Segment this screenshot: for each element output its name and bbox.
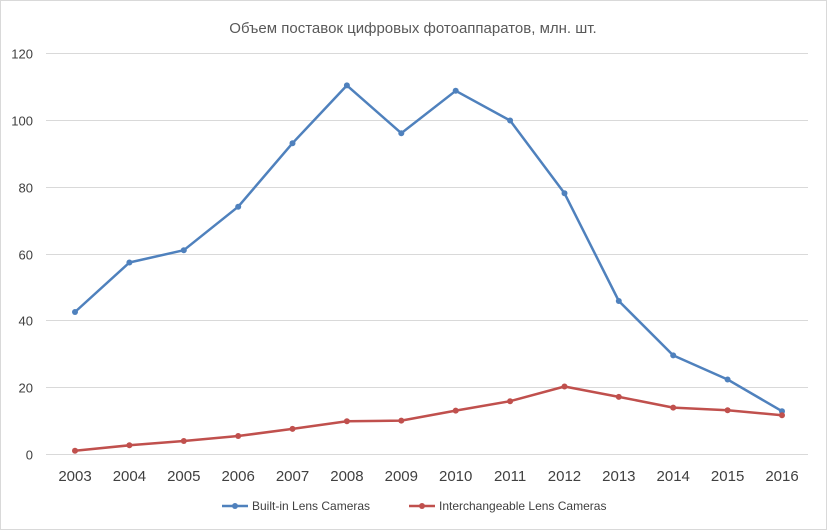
gridlines	[46, 53, 808, 455]
x-tick-label: 2005	[167, 468, 200, 485]
x-tick-label: 2014	[657, 468, 690, 485]
x-tick-label: 2013	[602, 468, 635, 485]
legend-marker	[419, 503, 425, 509]
data-point	[289, 140, 296, 147]
x-tick-label: 2006	[221, 468, 254, 485]
data-point	[126, 442, 133, 449]
legend-marker	[232, 503, 238, 509]
x-tick-label: 2010	[439, 468, 472, 485]
x-axis-ticks: 2003 2004 2005 2006 2007 2008 2009 2010 2011 2012…	[58, 468, 798, 485]
data-point	[289, 425, 296, 432]
data-point	[235, 433, 242, 439]
x-tick-label: 2012	[548, 468, 581, 485]
legend: Built-in Lens Cameras Interchangeable Len…	[222, 499, 606, 513]
data-point	[615, 298, 622, 304]
legend-label: Built-in Lens Cameras	[252, 499, 370, 513]
data-point	[724, 407, 731, 414]
series-1	[72, 82, 785, 415]
data-point	[724, 376, 731, 383]
series-line	[73, 385, 784, 452]
series-2	[72, 383, 785, 454]
data-point	[452, 87, 459, 94]
x-tick-label: 2009	[385, 468, 418, 485]
data-point	[180, 438, 187, 444]
x-tick-label: 2016	[765, 468, 798, 485]
data-point	[343, 418, 350, 425]
y-tick-label: 80	[19, 181, 33, 196]
data-point	[180, 247, 187, 254]
series-layer	[72, 82, 785, 454]
y-tick-label: 100	[11, 114, 33, 129]
y-tick-label: 60	[19, 248, 33, 263]
data-point	[670, 404, 677, 411]
x-tick-label: 2007	[276, 468, 309, 485]
data-point	[561, 383, 568, 390]
series-line	[73, 84, 784, 413]
chart-title: Объем поставок цифровых фотоаппаратов, м…	[229, 20, 596, 37]
y-tick-label: 120	[11, 47, 33, 62]
y-tick-label: 0	[26, 448, 33, 463]
y-tick-label: 40	[19, 314, 33, 329]
data-point	[507, 117, 514, 124]
x-tick-label: 2011	[494, 468, 526, 485]
data-point	[670, 352, 677, 359]
data-point	[72, 447, 78, 454]
y-axis-ticks: 0 20 40 60 80 100 120	[11, 47, 33, 463]
data-point	[72, 309, 78, 315]
x-tick-label: 2004	[113, 468, 146, 485]
legend-label: Interchangeable Lens Cameras	[439, 499, 606, 513]
data-point	[398, 417, 405, 424]
data-point	[235, 203, 242, 210]
data-point	[561, 190, 568, 197]
x-tick-label: 2015	[711, 468, 744, 485]
legend-item: Built-in Lens Cameras	[222, 499, 370, 513]
data-point	[398, 130, 405, 137]
legend-item: Interchangeable Lens Cameras	[409, 499, 606, 513]
data-point	[343, 82, 350, 89]
x-tick-label: 2003	[58, 468, 91, 485]
data-point	[779, 412, 785, 419]
data-point	[452, 407, 459, 414]
data-point	[126, 259, 133, 266]
data-point	[507, 398, 514, 405]
data-point	[615, 393, 622, 400]
x-tick-label: 2008	[330, 468, 363, 485]
y-tick-label: 20	[19, 381, 33, 396]
